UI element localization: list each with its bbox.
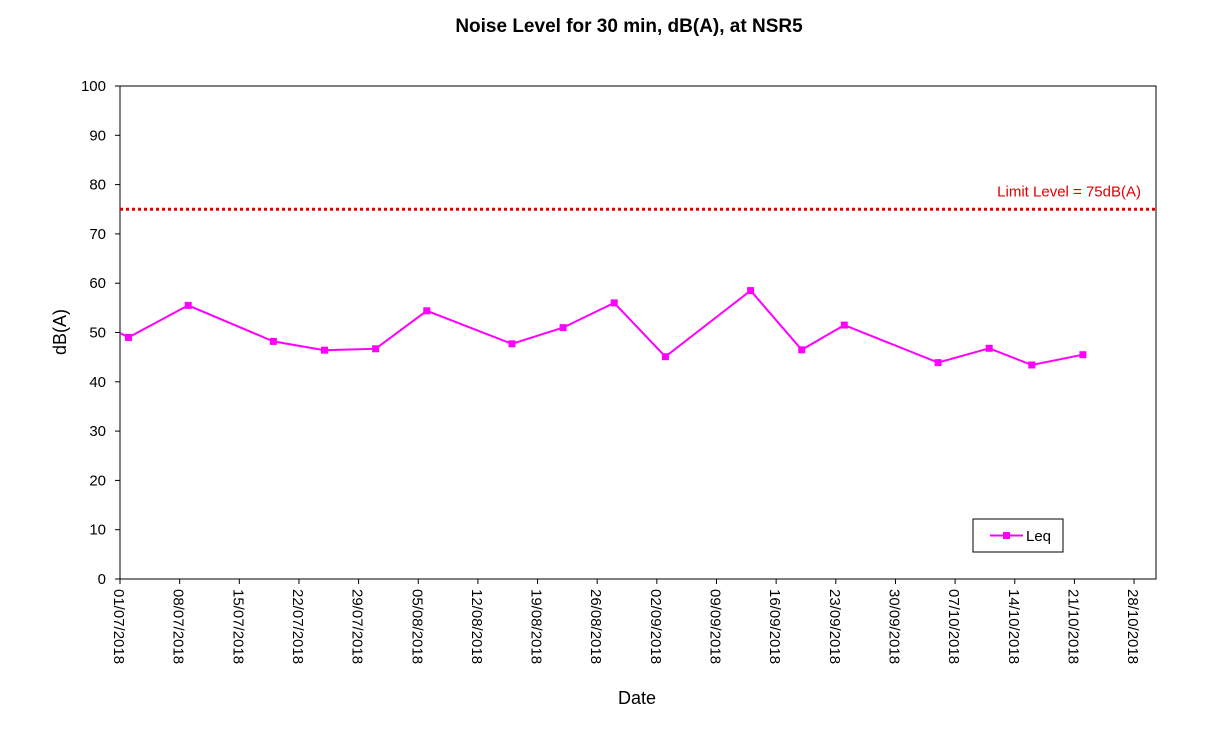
x-tick-label: 08/07/2018 [170, 589, 187, 664]
data-point [321, 346, 328, 354]
x-tick-label: 07/10/2018 [945, 589, 962, 664]
data-point [934, 359, 942, 367]
x-axis-label: Date [618, 688, 656, 708]
x-tick-label: 22/07/2018 [289, 589, 306, 664]
chart-title: Noise Level for 30 min, dB(A), at NSR5 [455, 16, 803, 37]
series-line-leq [119, 289, 1084, 367]
legend-marker-swatch [1003, 532, 1010, 539]
x-tick-label: 16/09/2018 [766, 589, 783, 664]
x-tick-label: 02/09/2018 [647, 589, 664, 664]
x-tick-label: 30/09/2018 [885, 589, 902, 664]
data-point [747, 287, 755, 295]
data-point [798, 346, 806, 354]
x-tick-label: 21/10/2018 [1064, 589, 1081, 664]
x-tick-label: 14/10/2018 [1005, 589, 1022, 664]
data-point [125, 333, 132, 341]
y-tick-label: 50 [89, 325, 106, 342]
legend-label-leq: Leq [1026, 528, 1051, 545]
x-tick-label: 29/07/2018 [349, 589, 366, 664]
x-tick-label: 19/08/2018 [528, 589, 545, 664]
y-tick-label: 40 [89, 374, 106, 391]
data-point [1028, 361, 1036, 369]
y-tick-label: 30 [89, 423, 106, 440]
y-tick-label: 70 [89, 226, 106, 243]
x-tick-label: 28/10/2018 [1124, 589, 1141, 664]
y-tick-label: 20 [89, 472, 106, 489]
y-axis-label: dB(A) [50, 309, 70, 355]
x-tick-label: 05/08/2018 [408, 589, 425, 664]
y-tick-label: 60 [89, 275, 106, 292]
x-tick-label: 15/07/2018 [229, 589, 246, 664]
data-point [269, 337, 277, 345]
limit-level-label: Limit Level = 75dB(A) [997, 183, 1141, 200]
data-point [508, 340, 516, 348]
data-point [610, 299, 618, 307]
x-tick-label: 23/09/2018 [826, 589, 843, 664]
y-tick-label: 100 [81, 78, 106, 95]
y-tick-label: 90 [89, 127, 106, 144]
data-point [661, 353, 669, 361]
data-point [372, 345, 380, 353]
data-point [985, 344, 993, 352]
x-tick-label: 26/08/2018 [587, 589, 604, 664]
x-tick-label: 09/09/2018 [707, 589, 724, 664]
x-tick-label: 12/08/2018 [468, 589, 485, 664]
data-point [423, 307, 431, 315]
plot-area [119, 85, 1157, 580]
data-point [559, 324, 567, 332]
y-tick-label: 0 [98, 571, 106, 588]
data-point [1079, 351, 1087, 359]
x-tick-label: 01/07/2018 [110, 589, 127, 664]
data-point [840, 321, 848, 329]
y-tick-label: 10 [89, 522, 106, 539]
y-tick-label: 80 [89, 177, 106, 194]
data-point [184, 301, 192, 309]
legend: Leq [972, 518, 1064, 553]
